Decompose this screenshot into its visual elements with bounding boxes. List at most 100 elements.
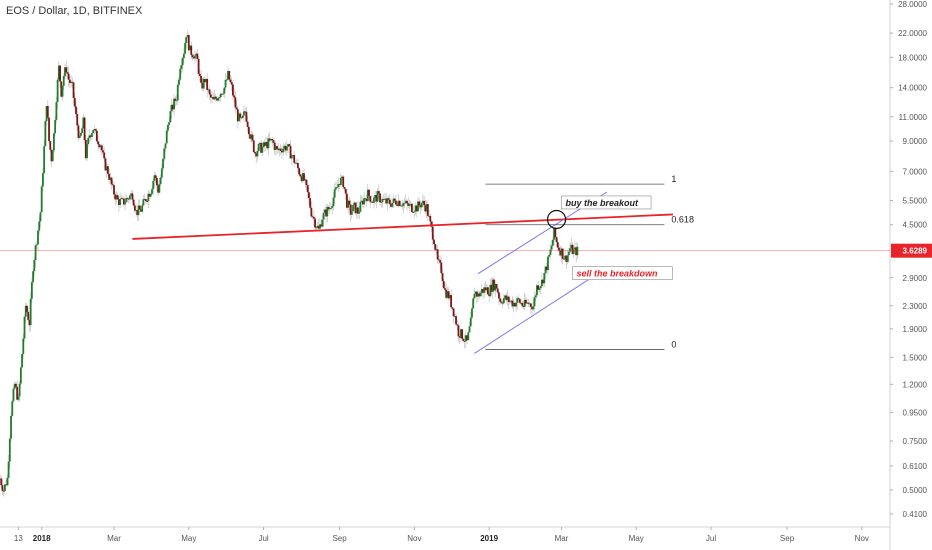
- candle: [512, 302, 515, 307]
- candle: [343, 186, 346, 189]
- candle: [355, 207, 358, 214]
- candle: [522, 305, 525, 307]
- candle: [104, 158, 107, 171]
- candle: [80, 132, 82, 136]
- candle: [24, 305, 27, 317]
- candle: [547, 256, 549, 271]
- candle: [174, 98, 177, 101]
- y-tick-label: 1.5000: [903, 353, 928, 362]
- candle: [375, 195, 378, 202]
- candle: [223, 87, 226, 94]
- candle: [571, 244, 574, 254]
- x-tick-label: Jul: [258, 534, 268, 543]
- candle: [371, 201, 374, 203]
- candle: [513, 302, 516, 307]
- candle: [232, 84, 234, 96]
- candle: [105, 166, 108, 171]
- candle: [4, 484, 6, 491]
- breakout-circle: [546, 209, 567, 230]
- candle: [148, 193, 151, 197]
- candle: [442, 281, 445, 289]
- y-tick-label: 0.6100: [903, 462, 928, 471]
- candle: [407, 203, 410, 206]
- candle: [296, 162, 299, 169]
- candle: [176, 84, 179, 101]
- candle: [133, 205, 136, 211]
- candle: [222, 93, 225, 95]
- candle: [203, 78, 206, 83]
- candle: [211, 97, 213, 98]
- candle: [38, 221, 41, 231]
- candle: [190, 45, 193, 55]
- candle: [239, 113, 242, 118]
- candle: [480, 289, 483, 293]
- candle: [27, 311, 30, 320]
- candle: [21, 353, 23, 368]
- candle: [423, 200, 426, 206]
- y-tick-label: 5.5000: [903, 196, 928, 205]
- candle: [281, 150, 283, 153]
- candle: [493, 279, 495, 291]
- candle: [126, 198, 129, 199]
- y-tick-label: 7.0000: [903, 167, 928, 176]
- candle: [301, 173, 304, 182]
- candle: [144, 199, 147, 202]
- candle: [537, 285, 540, 290]
- candle: [553, 227, 556, 240]
- candle: [542, 279, 544, 284]
- candle: [57, 65, 60, 80]
- candle: [359, 201, 362, 212]
- candle: [34, 245, 37, 261]
- candle: [478, 293, 481, 297]
- candle: [156, 178, 158, 186]
- candle: [548, 254, 551, 257]
- candle: [525, 299, 527, 304]
- candle: [385, 198, 388, 204]
- candle: [245, 111, 248, 122]
- candle: [411, 203, 413, 212]
- candle: [550, 245, 553, 250]
- candle: [233, 95, 236, 98]
- candle: [278, 148, 281, 151]
- candle: [141, 205, 144, 212]
- candle: [99, 145, 102, 148]
- candle: [194, 55, 196, 59]
- candle: [35, 244, 38, 246]
- candle: [409, 203, 412, 205]
- candle: [127, 198, 130, 200]
- candle: [121, 198, 124, 200]
- last-price-tag: [891, 243, 932, 258]
- candle: [185, 37, 188, 44]
- candle: [50, 149, 53, 162]
- candle: [406, 200, 408, 204]
- candle: [198, 73, 201, 76]
- candle: [125, 198, 128, 203]
- note-text: sell the breakdown: [576, 269, 658, 279]
- candle: [570, 244, 573, 249]
- note-box: [572, 266, 673, 281]
- candle: [147, 193, 150, 202]
- candle: [388, 199, 391, 205]
- x-tick-label: 2018: [33, 534, 51, 543]
- candle: [374, 195, 377, 198]
- y-tick-label: 0.4100: [903, 510, 928, 519]
- y-tick-label: 0.9500: [903, 409, 928, 418]
- candle: [436, 249, 439, 260]
- candle: [368, 189, 370, 197]
- candle: [506, 296, 509, 301]
- candle: [453, 316, 456, 317]
- candle: [344, 188, 347, 194]
- x-tick-label: Sep: [780, 534, 795, 543]
- candle: [254, 151, 256, 154]
- candle: [206, 78, 209, 91]
- candle: [157, 185, 160, 193]
- candle: [565, 255, 568, 262]
- candle: [445, 289, 448, 298]
- candle: [569, 248, 571, 252]
- candle: [471, 308, 473, 318]
- candle: [566, 255, 569, 262]
- candle: [178, 79, 180, 85]
- candle: [192, 57, 195, 59]
- candle: [37, 230, 39, 245]
